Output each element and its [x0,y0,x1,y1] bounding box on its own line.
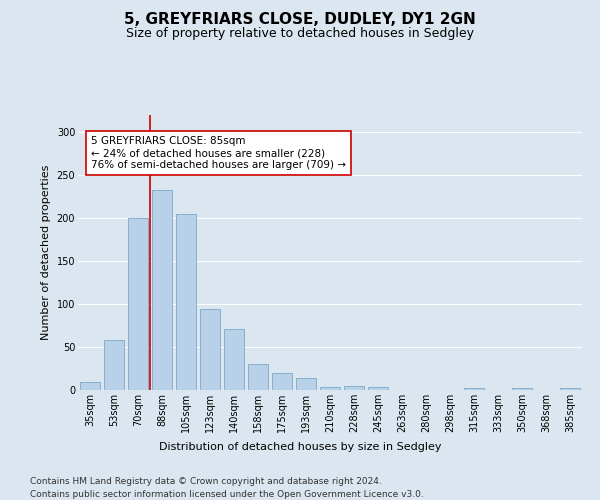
Y-axis label: Number of detached properties: Number of detached properties [41,165,51,340]
Text: Contains public sector information licensed under the Open Government Licence v3: Contains public sector information licen… [30,490,424,499]
Text: 5, GREYFRIARS CLOSE, DUDLEY, DY1 2GN: 5, GREYFRIARS CLOSE, DUDLEY, DY1 2GN [124,12,476,28]
Bar [296,378,316,390]
Bar [176,214,196,390]
Bar [512,388,532,390]
Bar [368,388,388,390]
Bar [200,309,220,390]
Bar [464,388,484,390]
Bar [248,364,268,390]
Bar [80,382,100,390]
Text: Distribution of detached houses by size in Sedgley: Distribution of detached houses by size … [159,442,441,452]
Bar [104,340,124,390]
Bar [320,386,340,390]
Bar [344,386,364,390]
Bar [128,218,148,390]
Text: 5 GREYFRIARS CLOSE: 85sqm
← 24% of detached houses are smaller (228)
76% of semi: 5 GREYFRIARS CLOSE: 85sqm ← 24% of detac… [91,136,346,170]
Bar [152,190,172,390]
Bar [560,388,580,390]
Bar [272,373,292,390]
Text: Size of property relative to detached houses in Sedgley: Size of property relative to detached ho… [126,28,474,40]
Text: Contains HM Land Registry data © Crown copyright and database right 2024.: Contains HM Land Registry data © Crown c… [30,478,382,486]
Bar [224,329,244,390]
